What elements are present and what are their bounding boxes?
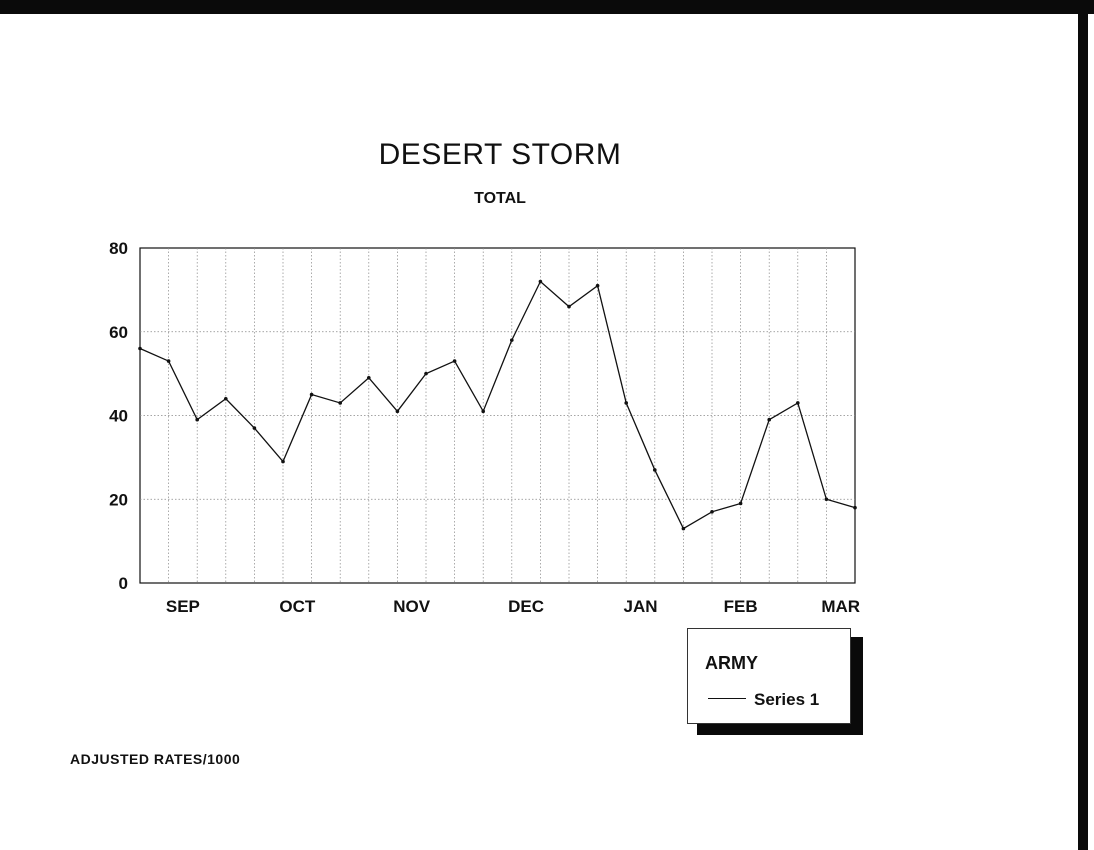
x-tick-label: MAR [821,597,860,616]
data-point [481,409,486,414]
data-point [166,359,171,363]
y-tick-label: 80 [109,239,128,258]
data-point [595,283,600,288]
data-point [824,497,829,502]
x-tick-label: SEP [166,597,200,616]
x-tick-label: JAN [623,597,657,616]
data-point [281,459,285,464]
series-line [139,280,856,530]
data-point [138,346,142,351]
data-point [338,401,343,405]
data-point [767,417,771,422]
data-point [424,371,428,376]
data-point [510,338,514,342]
legend-title: ARMY [705,653,758,673]
data-point [710,510,714,514]
y-tick-label: 40 [109,407,128,426]
data-point [224,396,228,401]
data-point [681,526,686,531]
data-point [538,279,543,284]
data-point [395,409,400,414]
data-point [252,426,257,430]
y-tick-label: 0 [119,574,128,593]
data-point [796,401,800,405]
chart-title: DESERT STORM [378,138,622,171]
footnote: ADJUSTED RATES/1000 [70,751,241,767]
right-border [1078,14,1088,850]
x-tick-label: FEB [724,597,758,616]
data-point [567,304,571,309]
legend-line-swatch [708,698,746,699]
data-point [738,501,743,506]
top-border [0,0,1094,14]
chart-subtitle: TOTAL [474,190,526,207]
data-point [309,392,314,397]
data-point [195,417,199,422]
data-point [653,468,657,472]
data-point [853,505,857,510]
data-point [367,376,371,380]
legend-series-label: Series 1 [754,690,820,709]
x-tick-label: NOV [393,597,431,616]
data-point [624,401,628,405]
y-tick-label: 60 [109,323,128,342]
x-tick-label: OCT [279,597,316,616]
y-tick-label: 20 [109,490,128,509]
legend: ARMY Series 1 [687,628,851,724]
data-point [452,359,457,363]
x-tick-label: DEC [508,597,544,616]
